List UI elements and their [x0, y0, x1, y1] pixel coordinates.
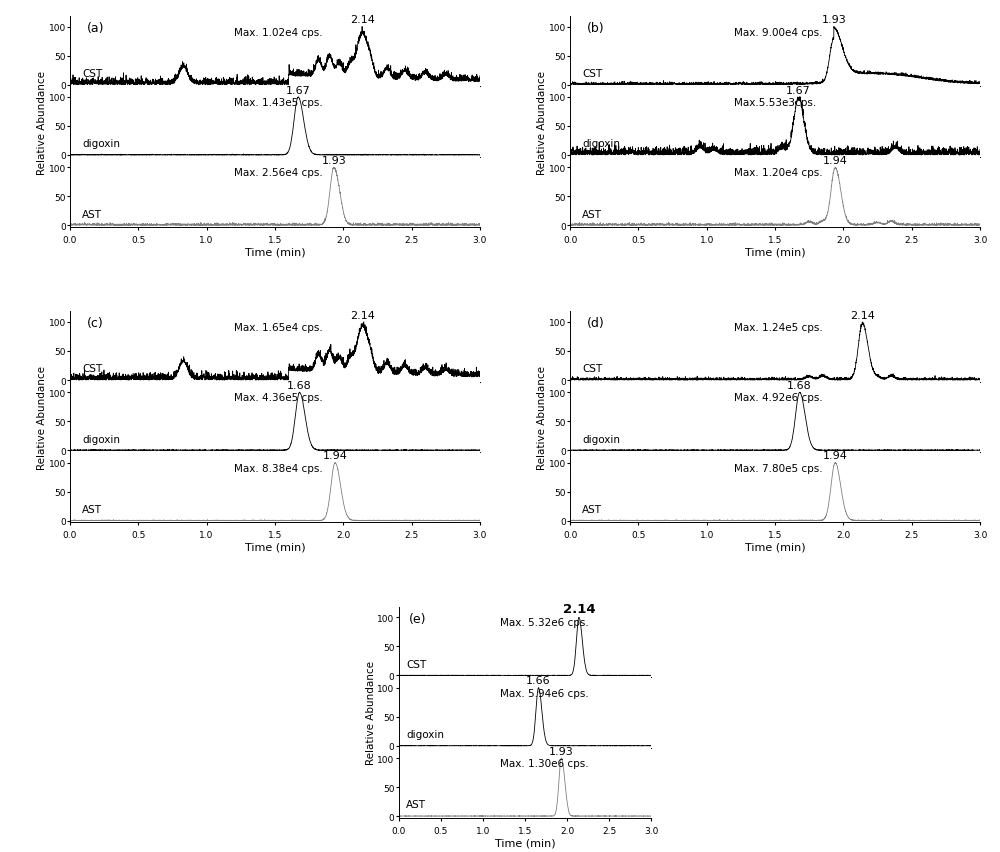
Text: Relative Abundance: Relative Abundance — [537, 71, 547, 175]
Text: Max.5.53e3cps.: Max.5.53e3cps. — [734, 98, 816, 107]
Text: digoxin: digoxin — [582, 139, 620, 149]
Text: 1.68: 1.68 — [787, 381, 812, 390]
Text: Max. 5.32e6 cps.: Max. 5.32e6 cps. — [500, 618, 588, 628]
Text: Max. 4.92e6 cps.: Max. 4.92e6 cps. — [734, 393, 823, 403]
X-axis label: Time (min): Time (min) — [495, 838, 555, 847]
X-axis label: Time (min): Time (min) — [245, 542, 305, 552]
Text: 1.94: 1.94 — [823, 451, 848, 461]
Text: Max. 1.65e4 cps.: Max. 1.65e4 cps. — [234, 323, 323, 332]
Text: CST: CST — [406, 659, 426, 669]
Text: AST: AST — [582, 504, 602, 515]
Text: AST: AST — [406, 799, 426, 809]
Text: (e): (e) — [409, 612, 426, 625]
Text: (c): (c) — [86, 317, 103, 330]
Text: CST: CST — [582, 364, 603, 374]
Text: 2.14: 2.14 — [350, 310, 375, 320]
Text: Relative Abundance: Relative Abundance — [37, 71, 47, 175]
Text: CST: CST — [82, 69, 103, 79]
Text: 1.93: 1.93 — [321, 156, 346, 165]
Text: 1.68: 1.68 — [287, 381, 312, 390]
Text: Max. 1.43e5 cps.: Max. 1.43e5 cps. — [234, 98, 323, 107]
Text: CST: CST — [582, 69, 603, 79]
Text: 2.14: 2.14 — [350, 15, 375, 26]
Text: Relative Abundance: Relative Abundance — [537, 366, 547, 469]
Text: AST: AST — [82, 210, 102, 219]
Text: 1.67: 1.67 — [286, 85, 311, 95]
Text: Max. 5.94e6 cps.: Max. 5.94e6 cps. — [500, 688, 588, 698]
Text: 1.67: 1.67 — [786, 85, 811, 95]
Text: Max. 9.00e4 cps.: Max. 9.00e4 cps. — [734, 27, 823, 37]
Text: 1.66: 1.66 — [526, 676, 551, 686]
Text: AST: AST — [82, 504, 102, 515]
Text: 2.14: 2.14 — [850, 310, 875, 320]
X-axis label: Time (min): Time (min) — [245, 247, 305, 257]
Text: Relative Abundance: Relative Abundance — [366, 660, 376, 764]
Text: (b): (b) — [586, 22, 604, 35]
Text: CST: CST — [82, 364, 103, 374]
Text: AST: AST — [582, 210, 602, 219]
Text: 1.93: 1.93 — [549, 746, 574, 756]
Text: (a): (a) — [86, 22, 104, 35]
Text: Max. 4.36e5 cps.: Max. 4.36e5 cps. — [234, 393, 323, 403]
X-axis label: Time (min): Time (min) — [745, 542, 805, 552]
Text: Max. 1.20e4 cps.: Max. 1.20e4 cps. — [734, 168, 823, 178]
Text: digoxin: digoxin — [582, 435, 620, 444]
X-axis label: Time (min): Time (min) — [745, 247, 805, 257]
Text: Relative Abundance: Relative Abundance — [37, 366, 47, 469]
Text: (d): (d) — [586, 317, 604, 330]
Text: Max. 2.56e4 cps.: Max. 2.56e4 cps. — [234, 168, 323, 178]
Text: 1.94: 1.94 — [823, 156, 848, 165]
Text: digoxin: digoxin — [82, 139, 120, 149]
Text: Max. 1.30e6 cps.: Max. 1.30e6 cps. — [500, 758, 588, 769]
Text: Max. 1.02e4 cps.: Max. 1.02e4 cps. — [234, 27, 323, 37]
Text: 2.14: 2.14 — [563, 602, 595, 615]
Text: Max. 7.80e5 cps.: Max. 7.80e5 cps. — [734, 463, 823, 473]
Text: 1.93: 1.93 — [821, 15, 846, 26]
Text: Max. 8.38e4 cps.: Max. 8.38e4 cps. — [234, 463, 323, 473]
Text: Max. 1.24e5 cps.: Max. 1.24e5 cps. — [734, 323, 823, 332]
Text: digoxin: digoxin — [82, 435, 120, 444]
Text: digoxin: digoxin — [406, 729, 444, 740]
Text: 1.94: 1.94 — [323, 451, 348, 461]
